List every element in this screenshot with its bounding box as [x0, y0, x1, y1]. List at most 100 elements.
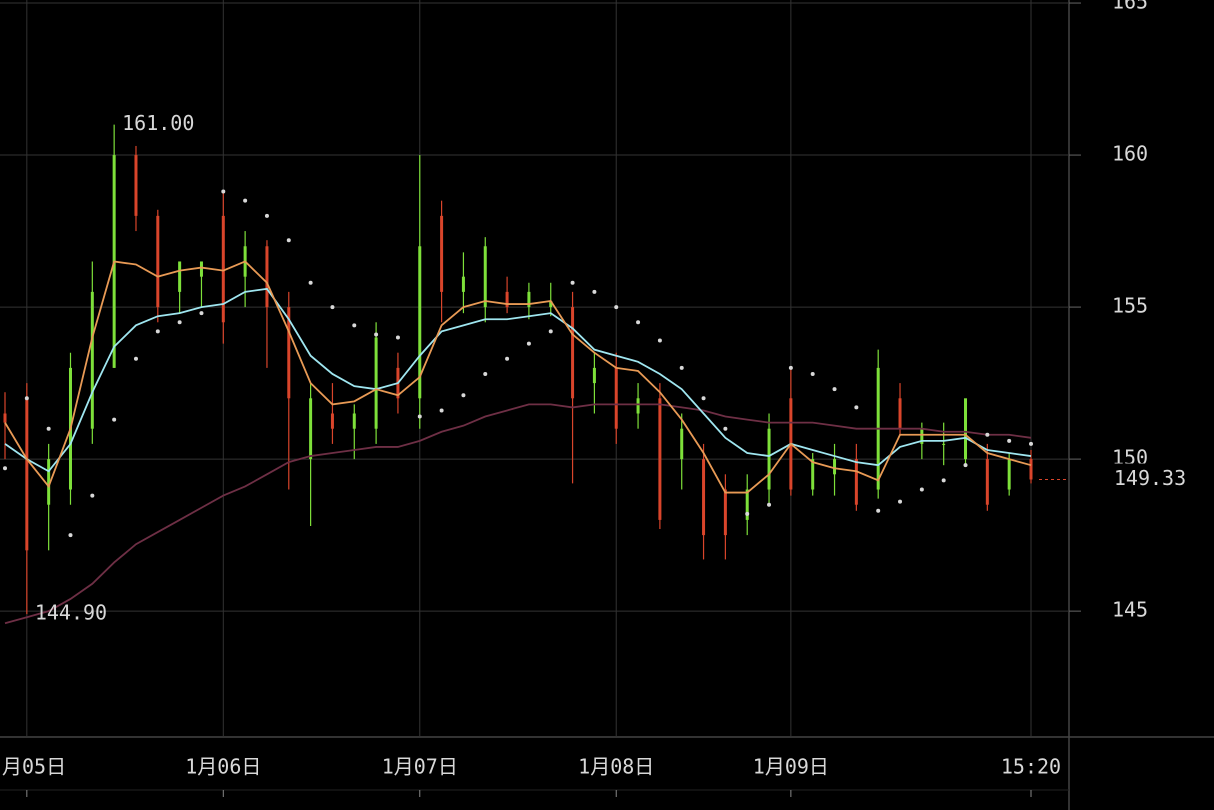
x-tick-label: 1月09日: [753, 755, 829, 779]
annotation-label: 144.90: [35, 601, 107, 625]
sar-dot: [679, 365, 684, 370]
candle-body: [854, 459, 858, 505]
sar-dot: [374, 332, 379, 337]
candle-body: [571, 307, 575, 399]
candle-body: [265, 246, 269, 308]
candle-body: [636, 398, 640, 414]
y-tick-label: 145: [1112, 598, 1148, 622]
sar-dot: [767, 502, 772, 507]
candle-body: [352, 413, 356, 429]
candle-body: [527, 291, 531, 308]
sar-dot: [832, 387, 837, 392]
candle-body: [178, 261, 182, 292]
sar-dot: [395, 335, 400, 340]
candle-body: [833, 459, 837, 475]
sar-dot: [286, 238, 291, 243]
sar-dot: [155, 329, 160, 334]
x-tick-label: 15:20: [1001, 755, 1061, 779]
candle-body: [658, 398, 662, 520]
candle-body: [964, 398, 968, 460]
candle-body: [3, 413, 7, 423]
candle-body: [614, 367, 618, 429]
candle-body: [199, 261, 203, 277]
sar-dot: [810, 371, 815, 376]
y-tick-label: 155: [1112, 294, 1148, 318]
candle-body: [25, 398, 29, 551]
sar-dot: [614, 305, 619, 310]
sar-dot: [417, 414, 422, 419]
candle-body: [745, 489, 749, 520]
last-price-box: [1071, 463, 1213, 496]
sar-dot: [657, 338, 662, 343]
moving-average-line: [4, 260, 1032, 494]
sar-dot: [264, 213, 269, 218]
sar-dot: [68, 533, 73, 538]
sar-dot: [352, 323, 357, 328]
candle-body: [374, 337, 378, 429]
sar-dot: [876, 508, 881, 513]
candle-body: [702, 459, 706, 536]
sar-dot: [592, 289, 597, 294]
sar-dot: [90, 493, 95, 498]
x-tick-label: 1月08日: [578, 755, 654, 779]
candle-body: [47, 459, 51, 505]
sar-dot: [330, 305, 335, 310]
candle-body: [287, 307, 291, 399]
sar-dot: [526, 341, 531, 346]
candle-body: [309, 398, 313, 460]
y-tick-label: 165: [1112, 0, 1148, 14]
candle-body: [549, 301, 553, 308]
sar-dot: [548, 329, 553, 334]
sar-dot: [177, 320, 182, 325]
sar-dot: [439, 408, 444, 413]
candle-body: [134, 155, 138, 216]
candle-body: [156, 215, 160, 308]
sar-dot: [243, 198, 248, 203]
sar-dot: [1007, 438, 1012, 443]
sar-dot: [112, 417, 117, 422]
sar-dot: [483, 371, 488, 376]
sar-dot: [461, 393, 466, 398]
sar-dot: [898, 499, 903, 504]
sar-dot: [941, 478, 946, 483]
sar-dot: [199, 311, 204, 316]
x-tick-label: 1月07日: [382, 755, 458, 779]
candle-body: [440, 215, 444, 292]
sar-dot: [723, 426, 728, 431]
sar-dot: [221, 189, 226, 194]
last-price-label: 149.33: [1114, 466, 1186, 490]
candle-body: [723, 489, 727, 536]
sar-dot: [505, 356, 510, 361]
moving-average-line: [4, 403, 1032, 625]
candle-body: [330, 413, 334, 429]
sar-dot: [46, 426, 51, 431]
candle-body: [942, 443, 946, 445]
x-tick-label: 月05日: [2, 755, 66, 779]
sar-dot: [636, 320, 641, 325]
sar-dot: [919, 487, 924, 492]
sar-dot: [963, 463, 968, 468]
candle-body: [920, 428, 924, 444]
candle-body: [483, 246, 487, 308]
candle-body: [90, 291, 94, 429]
sar-dot: [788, 365, 793, 370]
sar-dot: [24, 396, 29, 401]
sar-dot: [1029, 441, 1033, 446]
sar-dot: [3, 466, 7, 471]
candle-body: [898, 398, 902, 429]
candle-body: [811, 459, 815, 490]
candle-body: [221, 215, 225, 323]
sar-dot: [308, 280, 313, 285]
candle-body: [1007, 459, 1011, 490]
sar-dot: [985, 432, 990, 437]
candle-body: [592, 367, 596, 384]
x-tick-label: 1月06日: [185, 755, 261, 779]
sar-dot: [745, 511, 750, 516]
sar-dot: [854, 405, 859, 410]
annotation-label: 161.00: [122, 111, 194, 135]
sar-dot: [570, 280, 575, 285]
candle-body: [985, 459, 989, 505]
candle-body: [418, 246, 422, 399]
